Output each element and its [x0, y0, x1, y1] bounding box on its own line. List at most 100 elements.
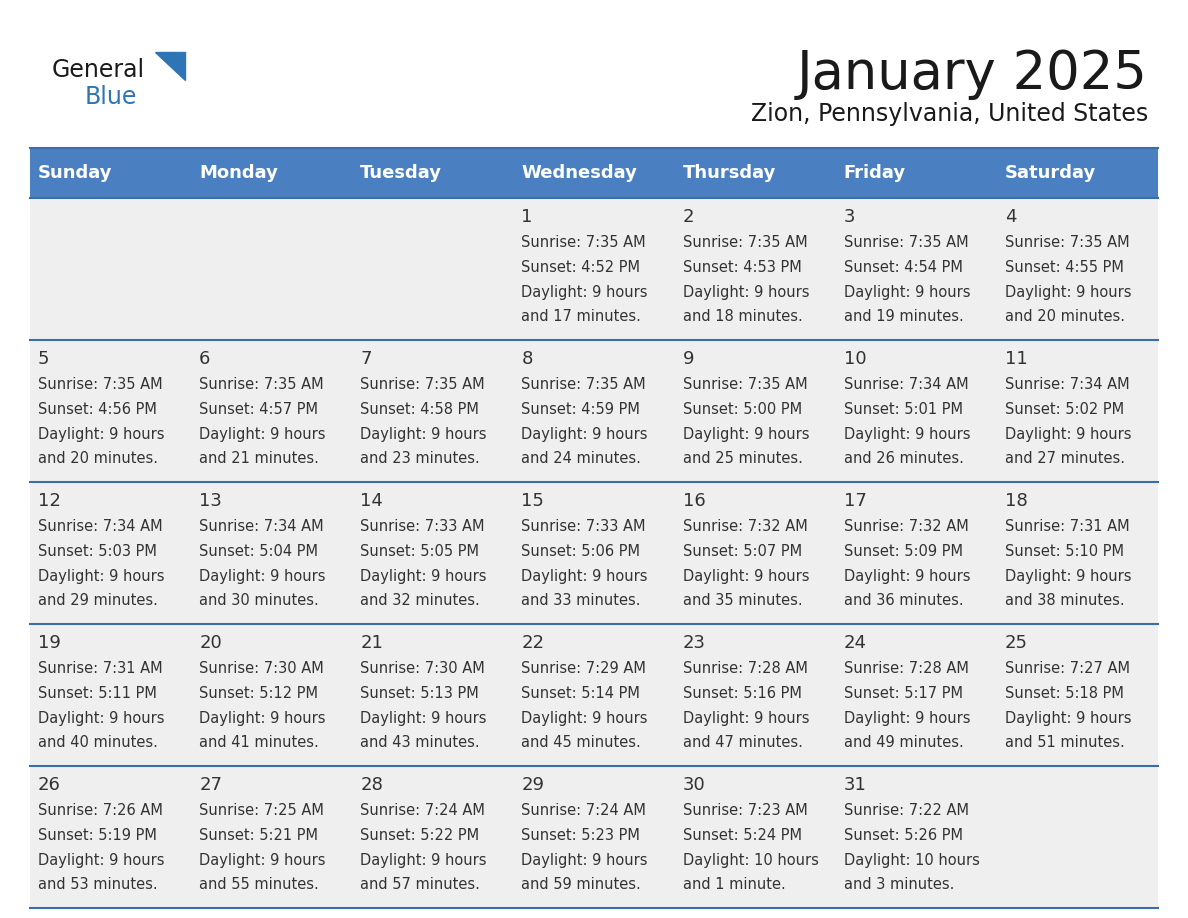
Text: and 45 minutes.: and 45 minutes. — [522, 735, 642, 751]
Text: 22: 22 — [522, 634, 544, 652]
Text: 21: 21 — [360, 634, 384, 652]
Text: and 55 minutes.: and 55 minutes. — [200, 878, 318, 892]
Text: and 19 minutes.: and 19 minutes. — [843, 309, 963, 324]
Text: Daylight: 9 hours: Daylight: 9 hours — [522, 568, 647, 584]
Text: Daylight: 9 hours: Daylight: 9 hours — [360, 853, 487, 868]
Text: Monday: Monday — [200, 164, 278, 182]
Text: Daylight: 9 hours: Daylight: 9 hours — [200, 853, 326, 868]
Text: Sunset: 5:01 PM: Sunset: 5:01 PM — [843, 402, 962, 417]
Text: Daylight: 9 hours: Daylight: 9 hours — [1005, 568, 1131, 584]
Text: Sunrise: 7:34 AM: Sunrise: 7:34 AM — [38, 519, 163, 534]
Bar — [353, 148, 513, 198]
Bar — [30, 482, 1158, 624]
Text: Sunrise: 7:35 AM: Sunrise: 7:35 AM — [843, 235, 968, 250]
Text: Sunset: 5:06 PM: Sunset: 5:06 PM — [522, 543, 640, 559]
Text: Sunset: 5:16 PM: Sunset: 5:16 PM — [683, 686, 802, 700]
Text: 26: 26 — [38, 776, 61, 794]
Text: Sunrise: 7:28 AM: Sunrise: 7:28 AM — [683, 661, 808, 676]
Text: 30: 30 — [683, 776, 706, 794]
Text: 27: 27 — [200, 776, 222, 794]
Text: and 33 minutes.: and 33 minutes. — [522, 593, 642, 609]
Text: and 53 minutes.: and 53 minutes. — [38, 878, 158, 892]
Text: Sunset: 4:54 PM: Sunset: 4:54 PM — [843, 260, 962, 274]
Text: Sunrise: 7:32 AM: Sunrise: 7:32 AM — [843, 519, 968, 534]
Text: and 26 minutes.: and 26 minutes. — [843, 452, 963, 466]
Text: Tuesday: Tuesday — [360, 164, 442, 182]
Text: 12: 12 — [38, 492, 61, 509]
Text: and 20 minutes.: and 20 minutes. — [38, 452, 158, 466]
Text: Daylight: 9 hours: Daylight: 9 hours — [683, 711, 809, 725]
Bar — [513, 148, 675, 198]
Text: Zion, Pennsylvania, United States: Zion, Pennsylvania, United States — [751, 102, 1148, 126]
Text: Daylight: 9 hours: Daylight: 9 hours — [843, 427, 971, 442]
Bar — [997, 148, 1158, 198]
Text: and 3 minutes.: and 3 minutes. — [843, 878, 954, 892]
Text: 13: 13 — [200, 492, 222, 509]
Text: Sunrise: 7:32 AM: Sunrise: 7:32 AM — [683, 519, 808, 534]
Text: 4: 4 — [1005, 208, 1017, 226]
Polygon shape — [154, 52, 185, 80]
Text: 19: 19 — [38, 634, 61, 652]
Text: Sunrise: 7:31 AM: Sunrise: 7:31 AM — [38, 661, 163, 676]
Text: Saturday: Saturday — [1005, 164, 1097, 182]
Text: and 18 minutes.: and 18 minutes. — [683, 309, 802, 324]
Text: Sunset: 5:03 PM: Sunset: 5:03 PM — [38, 543, 157, 559]
Text: Sunset: 5:13 PM: Sunset: 5:13 PM — [360, 686, 479, 700]
Text: Sunset: 4:52 PM: Sunset: 4:52 PM — [522, 260, 640, 274]
Text: Sunset: 4:57 PM: Sunset: 4:57 PM — [200, 402, 318, 417]
Text: Sunrise: 7:23 AM: Sunrise: 7:23 AM — [683, 803, 808, 818]
Text: Sunrise: 7:35 AM: Sunrise: 7:35 AM — [38, 377, 163, 392]
Text: 25: 25 — [1005, 634, 1028, 652]
Text: Daylight: 9 hours: Daylight: 9 hours — [1005, 427, 1131, 442]
Text: Sunset: 4:58 PM: Sunset: 4:58 PM — [360, 402, 479, 417]
Text: Sunrise: 7:24 AM: Sunrise: 7:24 AM — [522, 803, 646, 818]
Text: Daylight: 9 hours: Daylight: 9 hours — [683, 285, 809, 299]
Text: 6: 6 — [200, 350, 210, 368]
Text: Sunset: 5:12 PM: Sunset: 5:12 PM — [200, 686, 318, 700]
Text: and 30 minutes.: and 30 minutes. — [200, 593, 318, 609]
Text: Daylight: 9 hours: Daylight: 9 hours — [843, 568, 971, 584]
Text: 18: 18 — [1005, 492, 1028, 509]
Text: Sunrise: 7:34 AM: Sunrise: 7:34 AM — [200, 519, 324, 534]
Text: 10: 10 — [843, 350, 866, 368]
Text: Sunrise: 7:35 AM: Sunrise: 7:35 AM — [200, 377, 324, 392]
Text: and 1 minute.: and 1 minute. — [683, 878, 785, 892]
Text: Sunrise: 7:35 AM: Sunrise: 7:35 AM — [1005, 235, 1130, 250]
Text: and 32 minutes.: and 32 minutes. — [360, 593, 480, 609]
Text: Sunday: Sunday — [38, 164, 113, 182]
Text: and 24 minutes.: and 24 minutes. — [522, 452, 642, 466]
Text: Sunrise: 7:22 AM: Sunrise: 7:22 AM — [843, 803, 968, 818]
Text: Sunset: 5:09 PM: Sunset: 5:09 PM — [843, 543, 962, 559]
Text: Sunset: 5:14 PM: Sunset: 5:14 PM — [522, 686, 640, 700]
Text: Sunset: 4:53 PM: Sunset: 4:53 PM — [683, 260, 802, 274]
Text: General: General — [52, 58, 145, 82]
Text: Daylight: 9 hours: Daylight: 9 hours — [843, 285, 971, 299]
Text: Thursday: Thursday — [683, 164, 776, 182]
Text: Sunrise: 7:35 AM: Sunrise: 7:35 AM — [522, 235, 646, 250]
Text: and 23 minutes.: and 23 minutes. — [360, 452, 480, 466]
Text: Sunrise: 7:33 AM: Sunrise: 7:33 AM — [522, 519, 646, 534]
Text: Daylight: 9 hours: Daylight: 9 hours — [522, 711, 647, 725]
Text: Daylight: 9 hours: Daylight: 9 hours — [200, 711, 326, 725]
Text: Sunset: 5:26 PM: Sunset: 5:26 PM — [843, 828, 962, 843]
Text: Sunset: 4:59 PM: Sunset: 4:59 PM — [522, 402, 640, 417]
Text: and 57 minutes.: and 57 minutes. — [360, 878, 480, 892]
Text: Sunset: 5:04 PM: Sunset: 5:04 PM — [200, 543, 318, 559]
Text: Daylight: 9 hours: Daylight: 9 hours — [1005, 711, 1131, 725]
Text: 15: 15 — [522, 492, 544, 509]
Text: Daylight: 9 hours: Daylight: 9 hours — [200, 427, 326, 442]
Text: 5: 5 — [38, 350, 50, 368]
Text: 2: 2 — [683, 208, 694, 226]
Text: 28: 28 — [360, 776, 384, 794]
Text: and 59 minutes.: and 59 minutes. — [522, 878, 642, 892]
Text: Sunset: 5:00 PM: Sunset: 5:00 PM — [683, 402, 802, 417]
Text: Sunrise: 7:35 AM: Sunrise: 7:35 AM — [683, 377, 808, 392]
Text: Sunrise: 7:34 AM: Sunrise: 7:34 AM — [843, 377, 968, 392]
Text: Daylight: 9 hours: Daylight: 9 hours — [38, 427, 165, 442]
Text: 3: 3 — [843, 208, 855, 226]
Text: Sunset: 4:56 PM: Sunset: 4:56 PM — [38, 402, 157, 417]
Text: 16: 16 — [683, 492, 706, 509]
Text: 7: 7 — [360, 350, 372, 368]
Text: Sunset: 5:11 PM: Sunset: 5:11 PM — [38, 686, 157, 700]
Text: 31: 31 — [843, 776, 867, 794]
